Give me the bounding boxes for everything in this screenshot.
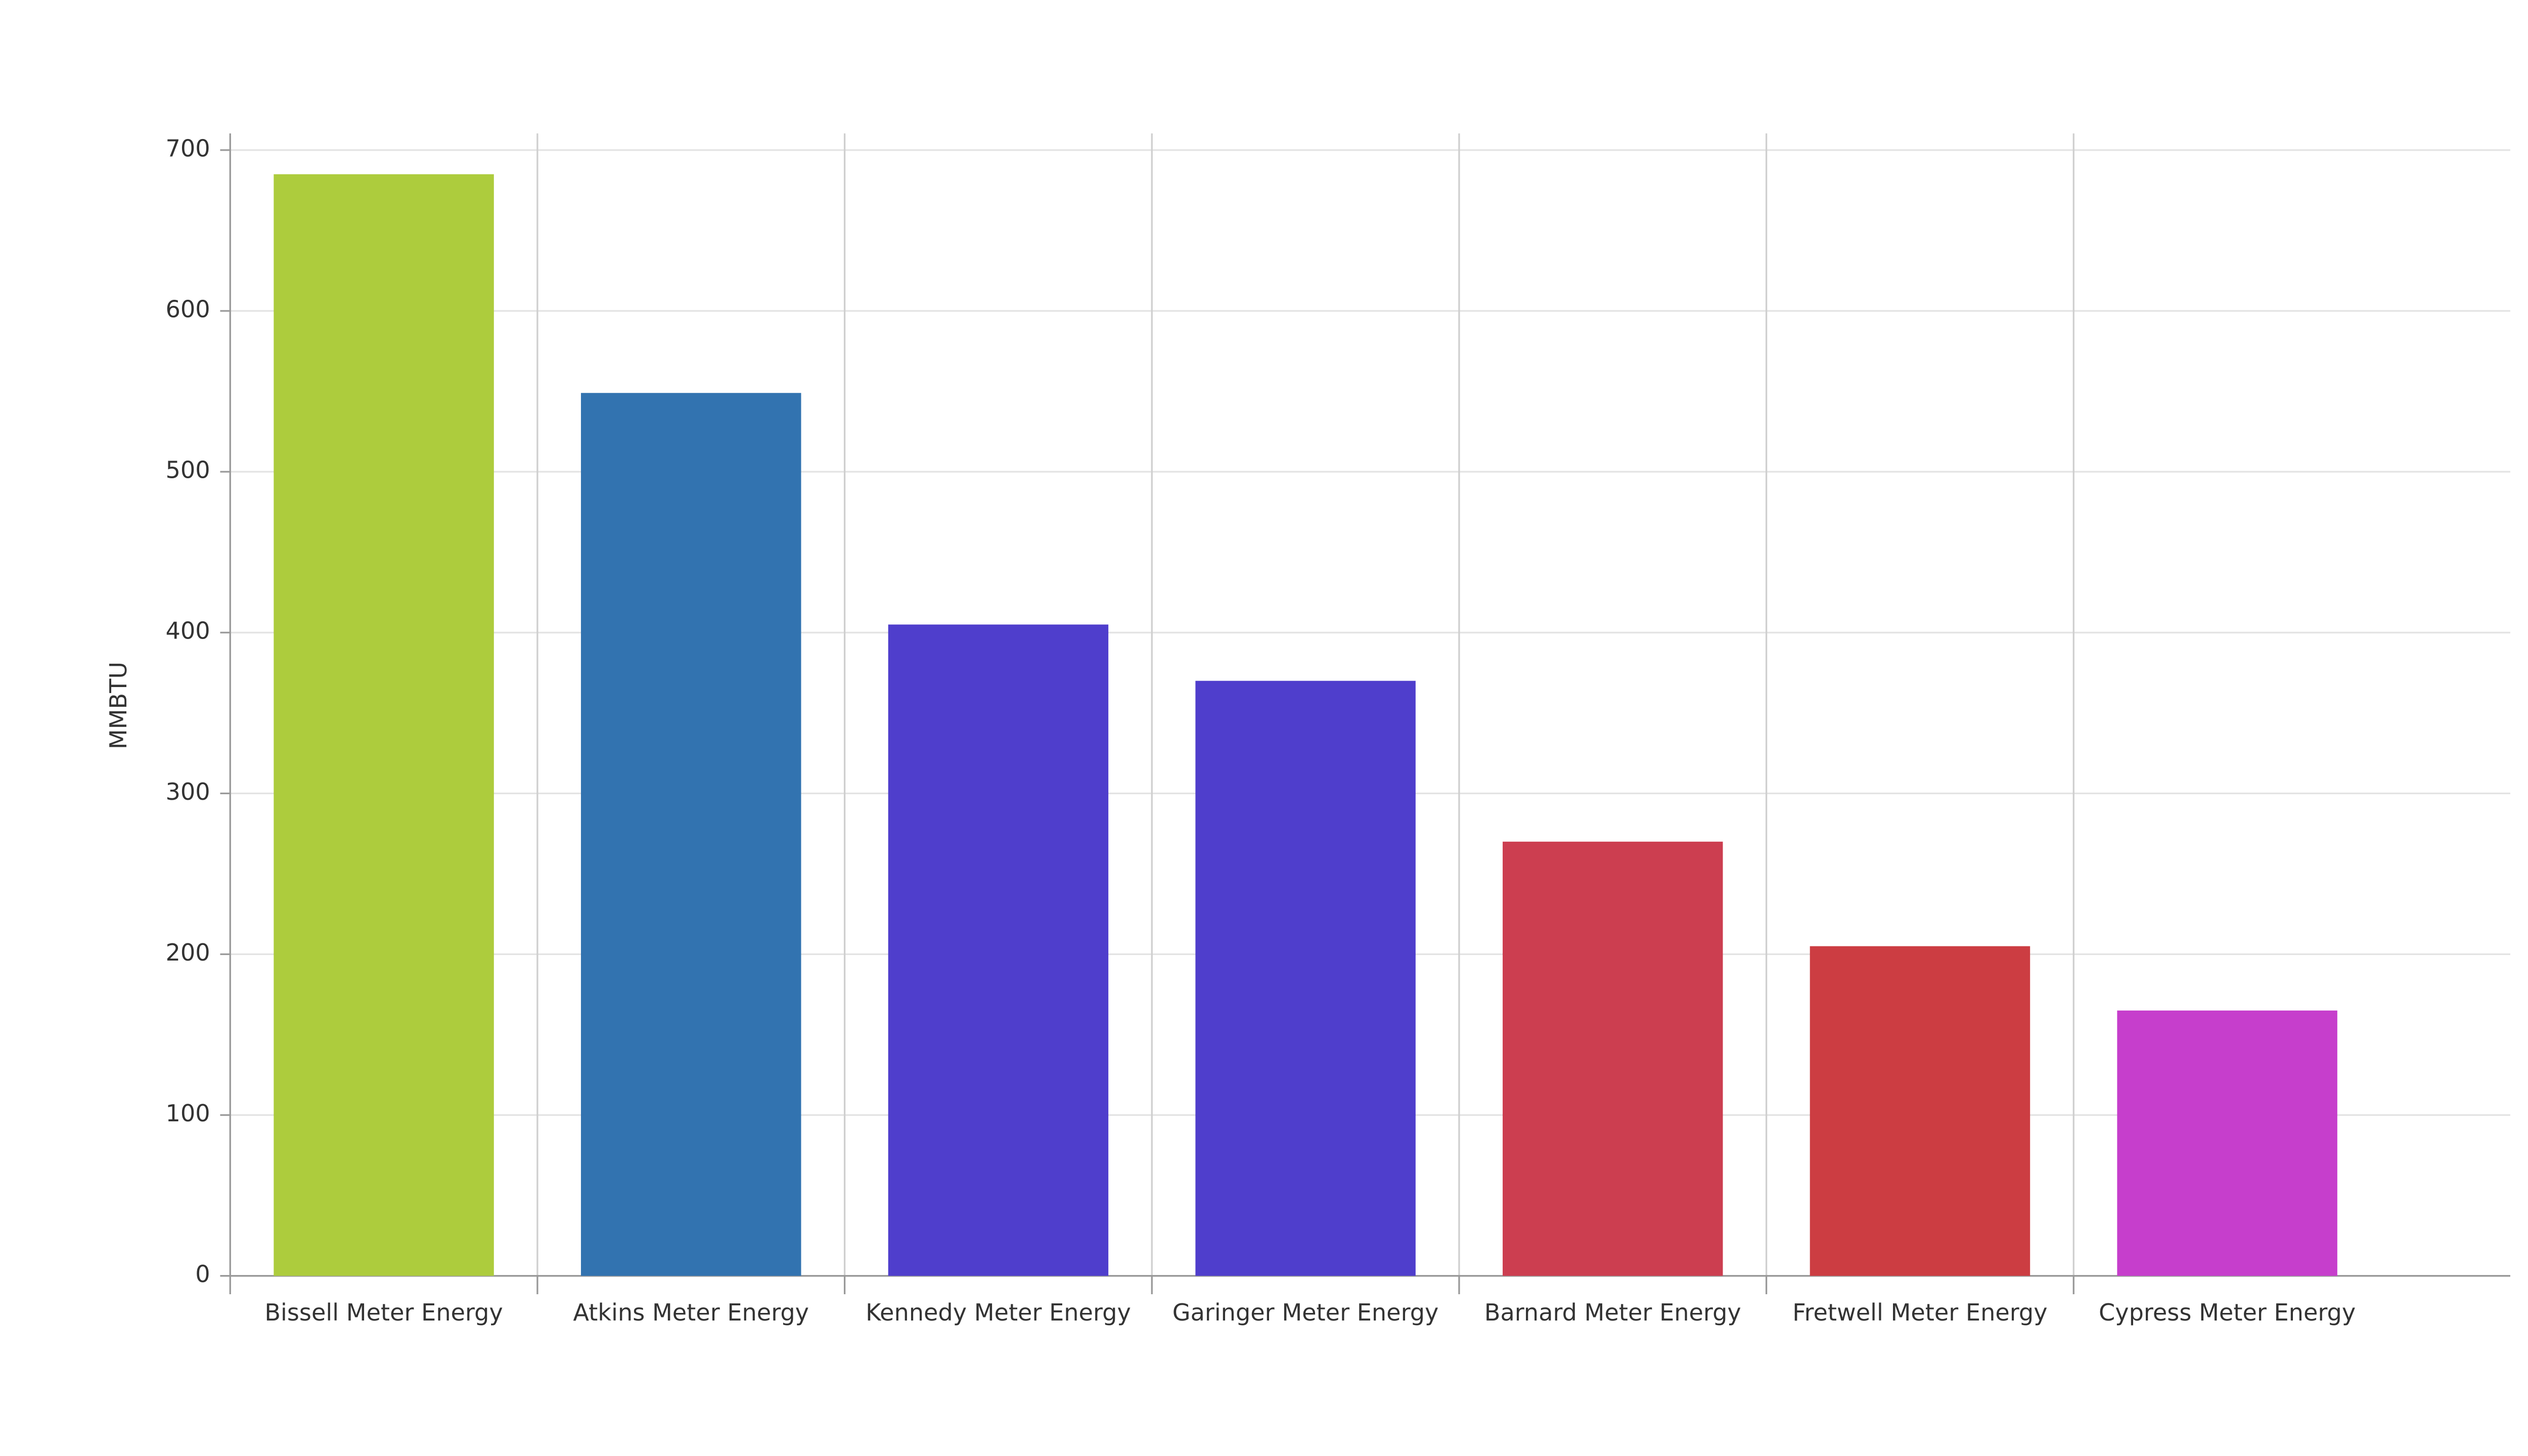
y-tick-label: 100 — [166, 1100, 210, 1127]
bar — [888, 624, 1109, 1276]
y-tick-label: 500 — [166, 457, 210, 484]
x-tick-label: Barnard Meter Energy — [1484, 1299, 1741, 1326]
x-tick-label: Garinger Meter Energy — [1172, 1299, 1439, 1326]
x-tick-label: Bissell Meter Energy — [264, 1299, 503, 1326]
y-tick-label: 300 — [166, 778, 210, 805]
y-tick-label: 600 — [166, 296, 210, 323]
bar — [1810, 946, 2030, 1276]
y-tick-label: 0 — [195, 1260, 210, 1288]
bar — [2117, 1010, 2337, 1276]
bar — [581, 393, 801, 1276]
bar — [274, 174, 494, 1276]
y-tick-label: 400 — [166, 617, 210, 645]
bar — [1503, 841, 1723, 1276]
x-tick-label: Kennedy Meter Energy — [866, 1299, 1131, 1326]
x-tick-label: Fretwell Meter Energy — [1792, 1299, 2047, 1326]
y-tick-label: 700 — [166, 134, 210, 162]
x-tick-label: Cypress Meter Energy — [2099, 1299, 2356, 1326]
bar — [1195, 680, 1416, 1276]
y-axis-label: MMBTU — [105, 662, 132, 749]
y-tick-label: 200 — [166, 939, 210, 966]
x-tick-label: Atkins Meter Energy — [573, 1299, 809, 1326]
